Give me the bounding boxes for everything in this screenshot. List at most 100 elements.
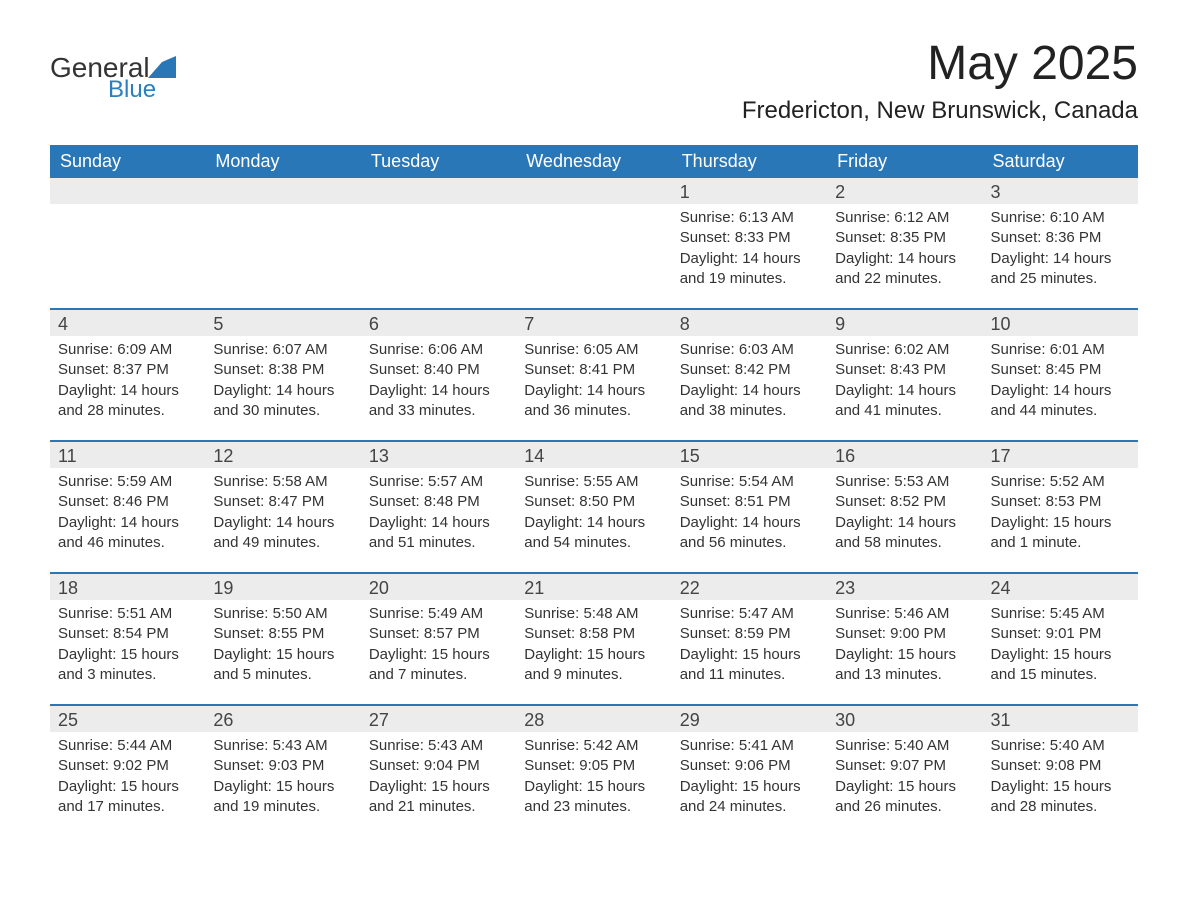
empty-day-bar xyxy=(516,178,671,204)
daylight-line: Daylight: 15 hours and 21 minutes. xyxy=(369,777,508,818)
weekday-header: Sunday xyxy=(50,145,205,178)
calendar-day-cell: 4Sunrise: 6:09 AMSunset: 8:37 PMDaylight… xyxy=(50,310,205,440)
daylight-line: Daylight: 14 hours and 58 minutes. xyxy=(835,513,974,554)
sunrise-line: Sunrise: 5:49 AM xyxy=(369,604,508,624)
calendar-day-cell: 18Sunrise: 5:51 AMSunset: 8:54 PMDayligh… xyxy=(50,574,205,704)
day-number: 18 xyxy=(50,574,205,600)
day-content: Sunrise: 6:05 AMSunset: 8:41 PMDaylight:… xyxy=(516,336,671,431)
sunset-line: Sunset: 8:57 PM xyxy=(369,624,508,644)
daylight-line: Daylight: 14 hours and 56 minutes. xyxy=(680,513,819,554)
daylight-line: Daylight: 15 hours and 19 minutes. xyxy=(213,777,352,818)
calendar-week-row: 18Sunrise: 5:51 AMSunset: 8:54 PMDayligh… xyxy=(50,572,1138,704)
weekday-header: Tuesday xyxy=(361,145,516,178)
calendar-day-cell: 29Sunrise: 5:41 AMSunset: 9:06 PMDayligh… xyxy=(672,706,827,836)
day-content: Sunrise: 6:10 AMSunset: 8:36 PMDaylight:… xyxy=(983,204,1138,299)
calendar-day-cell: 15Sunrise: 5:54 AMSunset: 8:51 PMDayligh… xyxy=(672,442,827,572)
day-number: 6 xyxy=(361,310,516,336)
sunset-line: Sunset: 8:54 PM xyxy=(58,624,197,644)
calendar-day-cell: 8Sunrise: 6:03 AMSunset: 8:42 PMDaylight… xyxy=(672,310,827,440)
sunset-line: Sunset: 8:51 PM xyxy=(680,492,819,512)
sunset-line: Sunset: 8:47 PM xyxy=(213,492,352,512)
daylight-line: Daylight: 14 hours and 33 minutes. xyxy=(369,381,508,422)
sunset-line: Sunset: 8:50 PM xyxy=(524,492,663,512)
calendar-day-cell: 2Sunrise: 6:12 AMSunset: 8:35 PMDaylight… xyxy=(827,178,982,308)
calendar-day-cell: 3Sunrise: 6:10 AMSunset: 8:36 PMDaylight… xyxy=(983,178,1138,308)
sunset-line: Sunset: 9:00 PM xyxy=(835,624,974,644)
sunrise-line: Sunrise: 6:10 AM xyxy=(991,208,1130,228)
calendar-day-cell: 6Sunrise: 6:06 AMSunset: 8:40 PMDaylight… xyxy=(361,310,516,440)
logo-text: General Blue xyxy=(50,54,176,102)
sunrise-line: Sunrise: 5:43 AM xyxy=(213,736,352,756)
sunset-line: Sunset: 8:59 PM xyxy=(680,624,819,644)
day-content: Sunrise: 5:46 AMSunset: 9:00 PMDaylight:… xyxy=(827,600,982,695)
day-content: Sunrise: 5:48 AMSunset: 8:58 PMDaylight:… xyxy=(516,600,671,695)
sunrise-line: Sunrise: 5:50 AM xyxy=(213,604,352,624)
calendar-header-row: SundayMondayTuesdayWednesdayThursdayFrid… xyxy=(50,145,1138,178)
day-number: 5 xyxy=(205,310,360,336)
sunrise-line: Sunrise: 6:02 AM xyxy=(835,340,974,360)
calendar-day-cell: 24Sunrise: 5:45 AMSunset: 9:01 PMDayligh… xyxy=(983,574,1138,704)
sunset-line: Sunset: 8:36 PM xyxy=(991,228,1130,248)
daylight-line: Daylight: 14 hours and 22 minutes. xyxy=(835,249,974,290)
calendar-day-cell: 12Sunrise: 5:58 AMSunset: 8:47 PMDayligh… xyxy=(205,442,360,572)
sunrise-line: Sunrise: 5:59 AM xyxy=(58,472,197,492)
sunset-line: Sunset: 9:08 PM xyxy=(991,756,1130,776)
day-content: Sunrise: 6:09 AMSunset: 8:37 PMDaylight:… xyxy=(50,336,205,431)
calendar-day-cell: 5Sunrise: 6:07 AMSunset: 8:38 PMDaylight… xyxy=(205,310,360,440)
sunset-line: Sunset: 9:04 PM xyxy=(369,756,508,776)
day-content: Sunrise: 5:53 AMSunset: 8:52 PMDaylight:… xyxy=(827,468,982,563)
sunrise-line: Sunrise: 6:09 AM xyxy=(58,340,197,360)
sunrise-line: Sunrise: 5:47 AM xyxy=(680,604,819,624)
daylight-line: Daylight: 14 hours and 28 minutes. xyxy=(58,381,197,422)
sunset-line: Sunset: 8:37 PM xyxy=(58,360,197,380)
day-content: Sunrise: 5:51 AMSunset: 8:54 PMDaylight:… xyxy=(50,600,205,695)
day-number: 30 xyxy=(827,706,982,732)
sunrise-line: Sunrise: 6:13 AM xyxy=(680,208,819,228)
sunset-line: Sunset: 9:03 PM xyxy=(213,756,352,776)
sunrise-line: Sunrise: 5:40 AM xyxy=(991,736,1130,756)
day-content: Sunrise: 5:59 AMSunset: 8:46 PMDaylight:… xyxy=(50,468,205,563)
empty-day-bar xyxy=(50,178,205,204)
day-number: 10 xyxy=(983,310,1138,336)
day-number: 3 xyxy=(983,178,1138,204)
daylight-line: Daylight: 15 hours and 7 minutes. xyxy=(369,645,508,686)
sunrise-line: Sunrise: 5:51 AM xyxy=(58,604,197,624)
daylight-line: Daylight: 14 hours and 41 minutes. xyxy=(835,381,974,422)
daylight-line: Daylight: 15 hours and 23 minutes. xyxy=(524,777,663,818)
daylight-line: Daylight: 14 hours and 54 minutes. xyxy=(524,513,663,554)
day-content: Sunrise: 5:52 AMSunset: 8:53 PMDaylight:… xyxy=(983,468,1138,563)
day-number: 2 xyxy=(827,178,982,204)
calendar-day-cell: 13Sunrise: 5:57 AMSunset: 8:48 PMDayligh… xyxy=(361,442,516,572)
daylight-line: Daylight: 14 hours and 30 minutes. xyxy=(213,381,352,422)
daylight-line: Daylight: 14 hours and 19 minutes. xyxy=(680,249,819,290)
calendar-day-cell: 17Sunrise: 5:52 AMSunset: 8:53 PMDayligh… xyxy=(983,442,1138,572)
day-content: Sunrise: 5:40 AMSunset: 9:07 PMDaylight:… xyxy=(827,732,982,827)
title-block: May 2025 Fredericton, New Brunswick, Can… xyxy=(742,36,1138,125)
day-content: Sunrise: 6:12 AMSunset: 8:35 PMDaylight:… xyxy=(827,204,982,299)
day-content: Sunrise: 6:03 AMSunset: 8:42 PMDaylight:… xyxy=(672,336,827,431)
daylight-line: Daylight: 15 hours and 24 minutes. xyxy=(680,777,819,818)
sunrise-line: Sunrise: 6:07 AM xyxy=(213,340,352,360)
sunset-line: Sunset: 8:52 PM xyxy=(835,492,974,512)
day-content: Sunrise: 5:50 AMSunset: 8:55 PMDaylight:… xyxy=(205,600,360,695)
daylight-line: Daylight: 14 hours and 44 minutes. xyxy=(991,381,1130,422)
daylight-line: Daylight: 15 hours and 26 minutes. xyxy=(835,777,974,818)
day-number: 17 xyxy=(983,442,1138,468)
day-content: Sunrise: 6:13 AMSunset: 8:33 PMDaylight:… xyxy=(672,204,827,299)
sunrise-line: Sunrise: 5:41 AM xyxy=(680,736,819,756)
day-number: 15 xyxy=(672,442,827,468)
day-number: 31 xyxy=(983,706,1138,732)
daylight-line: Daylight: 15 hours and 3 minutes. xyxy=(58,645,197,686)
daylight-line: Daylight: 15 hours and 15 minutes. xyxy=(991,645,1130,686)
daylight-line: Daylight: 14 hours and 49 minutes. xyxy=(213,513,352,554)
day-number: 7 xyxy=(516,310,671,336)
day-content: Sunrise: 6:01 AMSunset: 8:45 PMDaylight:… xyxy=(983,336,1138,431)
day-number: 14 xyxy=(516,442,671,468)
sunrise-line: Sunrise: 5:48 AM xyxy=(524,604,663,624)
weekday-header: Wednesday xyxy=(516,145,671,178)
day-number: 9 xyxy=(827,310,982,336)
day-content: Sunrise: 5:49 AMSunset: 8:57 PMDaylight:… xyxy=(361,600,516,695)
calendar-day-cell xyxy=(205,178,360,308)
day-content: Sunrise: 5:44 AMSunset: 9:02 PMDaylight:… xyxy=(50,732,205,827)
calendar-day-cell: 10Sunrise: 6:01 AMSunset: 8:45 PMDayligh… xyxy=(983,310,1138,440)
